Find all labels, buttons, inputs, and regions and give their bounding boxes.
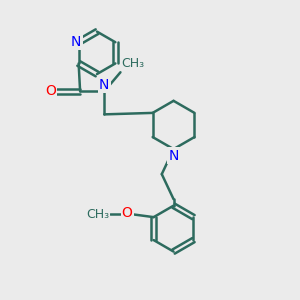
Text: O: O — [122, 206, 133, 220]
Text: CH₃: CH₃ — [121, 57, 144, 70]
Text: CH₃: CH₃ — [86, 208, 109, 221]
Text: N: N — [99, 78, 110, 92]
Text: O: O — [45, 84, 56, 98]
Text: N: N — [71, 35, 82, 49]
Text: N: N — [168, 148, 179, 163]
